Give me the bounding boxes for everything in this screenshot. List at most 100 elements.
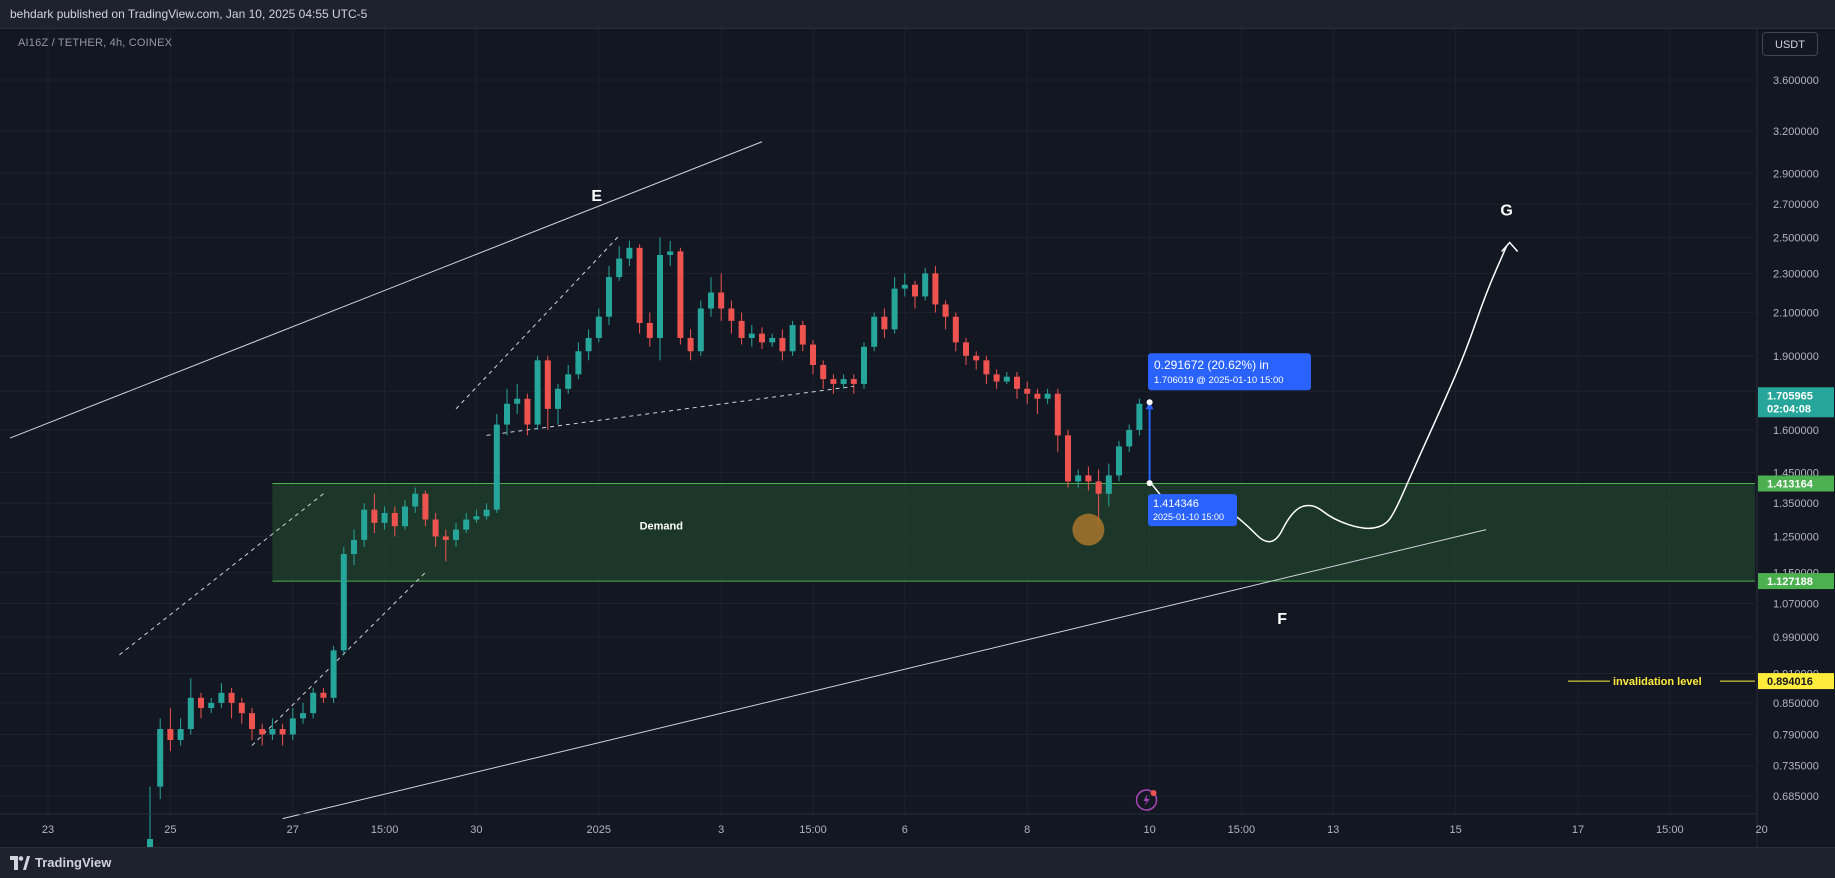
candle-body [626,247,633,259]
demand-top-badge-bg [1758,475,1834,492]
price-axis[interactable]: 3.600000 3.200000 2.900000 2.700000 2.500000… [1756,29,1835,847]
candle-body [636,247,643,323]
candle-body [983,360,990,375]
demand-bottom-badge-bg [1758,573,1834,590]
current-price-badge-countdown: 02:04:08 [1767,403,1811,415]
time-tick-label: 20 [1755,824,1767,836]
candle-body [453,529,459,540]
price-tick-label: 0.735000 [1773,761,1819,773]
candle-body [912,284,918,297]
candle-body [861,346,867,384]
candle-body [575,351,582,375]
candle-body [1044,393,1051,399]
current-price-badge-label: 1.705965 [1767,390,1813,402]
candle-body [514,398,521,404]
candle-body [555,388,561,409]
candle-body [932,273,939,305]
candle-body [810,344,816,365]
candle-body [687,337,694,352]
candle-body [208,702,215,708]
measure-start-time: 2025-01-10 15:00 [1153,512,1224,522]
candle-body [657,254,663,338]
price-axis-panel [1757,29,1835,847]
candle-body [891,288,898,330]
flag-upper-dashed [119,493,324,656]
time-tick-label: 23 [42,824,54,836]
demand-top-badge-label: 1.413164 [1767,479,1814,491]
candle-body [1075,475,1082,482]
measure-result-box [1148,353,1311,391]
demand-zone-layer: Demand [272,483,1755,582]
time-tick-label: 8 [1024,824,1030,836]
price-tick-label: 0.790000 [1773,729,1819,741]
candle-body [1095,481,1102,494]
candle-body [942,304,949,317]
price-tick-label: 2.700000 [1773,199,1819,211]
candle-body [901,284,908,289]
currency-selector-button[interactable]: USDT [1762,32,1818,56]
candle-body [881,316,888,330]
drawings-layer [9,141,1487,820]
price-tick-label: 1.600000 [1773,425,1819,437]
time-axis[interactable]: 23 25 27 15:00 30 2025 3 15:00 6 8 10 15:00 13 15 17 15… [0,813,1768,836]
candle-body [289,718,296,735]
candle-body [1116,446,1122,476]
tradingview-logo[interactable]: TradingView [10,855,111,870]
time-tick-label: 15:00 [371,824,399,836]
measure-end-text: 1.706019 @ 2025-01-10 15:00 [1154,375,1284,386]
price-tick-label: 1.250000 [1773,531,1819,543]
candle-body [585,337,592,352]
candle-body [300,713,306,719]
candle-body [850,379,857,384]
candle-body [157,729,164,787]
candle-body [820,364,827,380]
candle-body [667,251,674,255]
candle-body [779,337,786,352]
lightning-icon [1143,794,1150,806]
symbol-info: AI16Z / TETHER, 4h, COINEX [18,37,173,49]
candle-body [1024,388,1031,394]
candle-body [422,493,429,520]
current-price-badge-bg [1758,387,1834,418]
price-tick-label: 1.900000 [1773,351,1819,363]
replay-marker-icon [1135,789,1158,811]
candle-body [1105,475,1112,494]
footer-bar: TradingView [0,847,1835,878]
candle-body [432,519,439,537]
candle-body [534,360,541,425]
candle-body [708,292,714,309]
price-tick-label: 0.850000 [1773,698,1819,710]
candle-body [769,337,776,343]
candle-body [1054,393,1061,436]
candle-body [789,325,796,352]
candle-body [748,333,755,338]
orange-circle-marker [1072,513,1105,546]
time-tick-label: 15:00 [1656,824,1684,836]
candle-body [504,403,510,425]
time-tick-label: 15 [1449,824,1461,836]
price-tick-label: 0.990000 [1773,632,1819,644]
invalidation-badge-bg [1758,673,1834,690]
candle-body [565,374,572,389]
time-tick-label: 30 [470,824,482,836]
candle-body [1003,376,1010,382]
time-tick-label: 17 [1572,824,1584,836]
candle-body [993,374,1000,382]
candle-body [524,398,531,425]
candle-body [187,697,194,730]
candle-body [198,697,204,708]
time-tick-label: 10 [1143,824,1155,836]
candle-body [238,702,245,714]
tradingview-logo-text: TradingView [35,855,112,870]
measure-start-dot [1146,480,1153,487]
time-tick-label: 2025 [587,824,611,836]
candle-body [799,325,806,345]
candle-body [616,258,623,278]
candle-body [973,355,980,361]
candle-body [279,729,286,735]
measure-start-box [1148,494,1237,527]
candle-body [320,692,327,698]
candle-body [871,316,878,347]
